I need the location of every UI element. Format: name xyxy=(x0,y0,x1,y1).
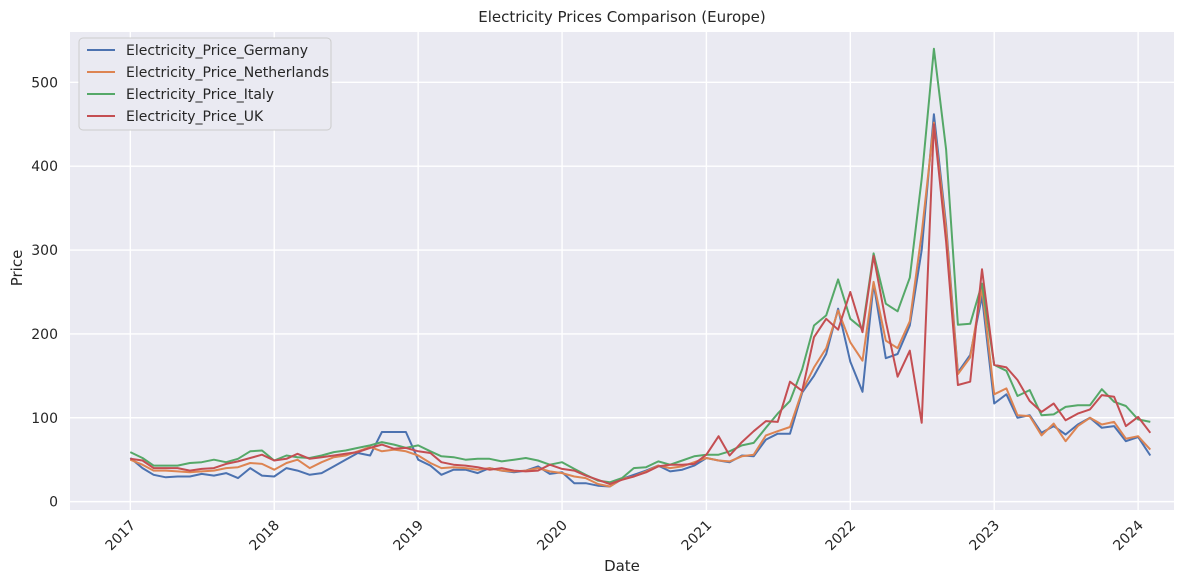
x-tick-label: 2019 xyxy=(390,518,427,555)
y-tick-label: 400 xyxy=(31,159,58,175)
legend-box xyxy=(78,37,332,131)
y-axis: 0 100 200 300 400 500 xyxy=(31,75,58,510)
x-tick-label: 2021 xyxy=(679,518,716,555)
x-tick-label: 2018 xyxy=(247,518,284,555)
y-axis-title: Price xyxy=(8,250,26,287)
chart-title: Electricity Prices Comparison (Europe) xyxy=(478,8,765,26)
series-layer xyxy=(129,47,1152,488)
x-tick-label: 2020 xyxy=(534,518,571,555)
y-tick-label: 200 xyxy=(31,327,58,343)
x-tick-label: 2022 xyxy=(823,518,860,555)
y-tick-label: 100 xyxy=(31,411,58,427)
y-tick-label: 300 xyxy=(31,243,58,259)
legend-label: Electricity_Price_Italy xyxy=(126,87,274,103)
y-tick-label: 0 xyxy=(49,495,58,511)
x-tick-label: 2023 xyxy=(967,518,1004,555)
series-line-0 xyxy=(129,113,1152,488)
legend: Electricity_Price_Germany Electricity_Pri… xyxy=(78,37,332,131)
series-line-3 xyxy=(130,123,1152,485)
x-axis-title: Date xyxy=(604,557,640,575)
legend-label: Electricity_Price_Germany xyxy=(126,43,308,59)
legend-label: Electricity_Price_Netherlands xyxy=(126,65,329,81)
x-tick-label: 2017 xyxy=(103,518,140,555)
x-axis: 2017 2018 2019 2020 2021 2022 2023 2024 xyxy=(103,517,1147,554)
x-tick-label: 2024 xyxy=(1110,517,1147,554)
legend-label: Electricity_Price_UK xyxy=(126,109,264,125)
y-tick-label: 500 xyxy=(31,75,58,91)
